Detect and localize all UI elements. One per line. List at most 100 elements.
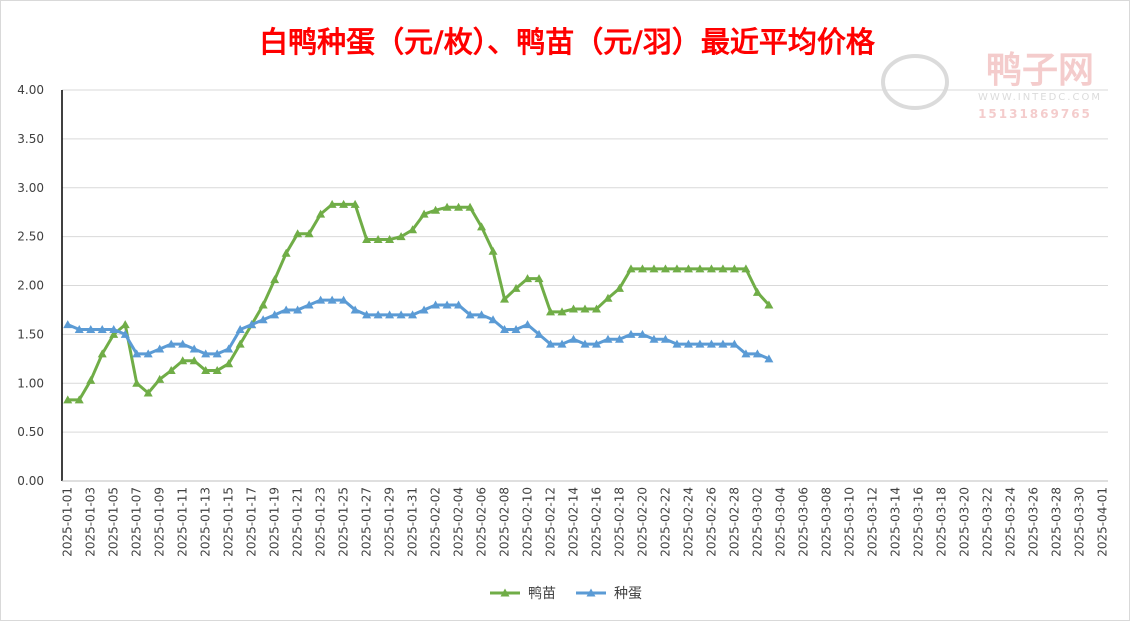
point-marker bbox=[706, 264, 716, 273]
legend-marker bbox=[586, 588, 596, 597]
point-marker bbox=[637, 329, 647, 338]
x-tick-label: 2025-02-06 bbox=[475, 487, 489, 557]
point-marker bbox=[316, 295, 326, 304]
y-tick-label: 2.50 bbox=[17, 230, 44, 244]
point-marker bbox=[201, 349, 211, 358]
point-marker bbox=[86, 324, 96, 333]
x-tick-label: 2025-01-31 bbox=[406, 487, 420, 557]
x-tick-label: 2025-01-11 bbox=[176, 487, 190, 557]
point-marker bbox=[419, 305, 429, 314]
point-marker bbox=[591, 304, 601, 313]
point-marker bbox=[569, 304, 579, 313]
x-tick-label: 2025-02-14 bbox=[567, 487, 581, 557]
point-marker bbox=[442, 300, 452, 309]
x-tick-label: 2025-03-08 bbox=[819, 487, 833, 557]
watermark-site: WWW.INTEDC.COM bbox=[978, 92, 1102, 103]
point-marker bbox=[166, 339, 176, 348]
point-marker bbox=[212, 349, 222, 358]
x-tick-label: 2025-03-02 bbox=[750, 487, 764, 557]
point-marker bbox=[683, 264, 693, 273]
x-tick-label: 2025-02-24 bbox=[681, 487, 695, 557]
point-marker bbox=[660, 334, 670, 343]
x-tick-label: 2025-02-22 bbox=[658, 487, 672, 557]
point-marker bbox=[511, 283, 521, 292]
x-tick-label: 2025-02-18 bbox=[612, 487, 626, 557]
point-marker bbox=[580, 304, 590, 313]
x-tick-label: 2025-03-04 bbox=[773, 487, 787, 557]
x-tick-label: 2025-03-18 bbox=[934, 487, 948, 557]
point-marker bbox=[683, 339, 693, 348]
point-marker bbox=[614, 283, 624, 292]
point-marker bbox=[362, 235, 372, 244]
x-tick-label: 2025-01-23 bbox=[314, 487, 328, 557]
watermark: 鸭子网 WWW.INTEDC.COM 15131869765 bbox=[881, 50, 1102, 121]
point-marker bbox=[523, 274, 533, 283]
x-tick-label: 2025-02-16 bbox=[589, 487, 603, 557]
point-marker bbox=[741, 264, 751, 273]
point-marker bbox=[741, 349, 751, 358]
point-marker bbox=[580, 339, 590, 348]
y-tick-label: 3.00 bbox=[17, 181, 44, 195]
point-marker bbox=[224, 359, 234, 368]
x-tick-label: 2025-01-29 bbox=[383, 487, 397, 557]
y-tick-label: 1.50 bbox=[17, 327, 44, 341]
point-marker bbox=[626, 329, 636, 338]
point-marker bbox=[247, 320, 257, 329]
point-marker bbox=[350, 305, 360, 314]
point-marker bbox=[120, 320, 130, 329]
point-marker bbox=[258, 300, 268, 309]
point-marker bbox=[235, 339, 245, 348]
x-tick-label: 2025-02-10 bbox=[521, 487, 535, 557]
point-marker bbox=[155, 374, 165, 383]
point-marker bbox=[339, 295, 349, 304]
point-marker bbox=[63, 320, 73, 329]
x-tick-label: 2025-01-15 bbox=[222, 487, 236, 557]
x-tick-label: 2025-03-14 bbox=[888, 487, 902, 557]
point-marker bbox=[86, 375, 96, 384]
x-tick-label: 2025-03-10 bbox=[842, 487, 856, 557]
point-marker bbox=[764, 300, 774, 309]
x-tick-label: 2025-03-24 bbox=[1003, 487, 1017, 557]
point-marker bbox=[591, 339, 601, 348]
point-marker bbox=[557, 307, 567, 316]
point-marker bbox=[350, 199, 360, 208]
point-marker bbox=[178, 339, 188, 348]
point-marker bbox=[465, 310, 475, 319]
point-marker bbox=[500, 294, 510, 303]
point-marker bbox=[373, 310, 383, 319]
point-marker bbox=[534, 274, 544, 283]
point-marker bbox=[752, 349, 762, 358]
point-marker bbox=[672, 264, 682, 273]
point-marker bbox=[477, 310, 487, 319]
point-marker bbox=[408, 225, 418, 234]
legend-label: 鸭苗 bbox=[528, 586, 556, 602]
point-marker bbox=[97, 324, 107, 333]
point-marker bbox=[74, 324, 84, 333]
x-tick-label: 2025-02-20 bbox=[635, 487, 649, 557]
point-marker bbox=[97, 349, 107, 358]
x-tick-label: 2025-03-12 bbox=[865, 487, 879, 557]
x-tick-label: 2025-03-16 bbox=[911, 487, 925, 557]
point-marker bbox=[304, 300, 314, 309]
point-marker bbox=[695, 339, 705, 348]
point-marker bbox=[752, 287, 762, 296]
y-tick-label: 0.00 bbox=[17, 474, 44, 488]
x-tick-label: 2025-01-05 bbox=[107, 487, 121, 557]
point-marker bbox=[212, 366, 222, 375]
point-marker bbox=[155, 344, 165, 353]
point-marker bbox=[327, 295, 337, 304]
point-marker bbox=[523, 320, 533, 329]
point-marker bbox=[270, 275, 280, 284]
point-marker bbox=[293, 229, 303, 238]
point-marker bbox=[649, 264, 659, 273]
x-tick-label: 2025-01-01 bbox=[61, 487, 75, 557]
point-marker bbox=[396, 310, 406, 319]
x-tick-label: 2025-03-30 bbox=[1072, 487, 1086, 557]
point-marker bbox=[511, 324, 521, 333]
point-marker bbox=[224, 344, 234, 353]
point-marker bbox=[465, 202, 475, 211]
point-marker bbox=[569, 334, 579, 343]
point-marker bbox=[109, 324, 119, 333]
x-tick-label: 2025-01-13 bbox=[199, 487, 213, 557]
point-marker bbox=[385, 235, 395, 244]
